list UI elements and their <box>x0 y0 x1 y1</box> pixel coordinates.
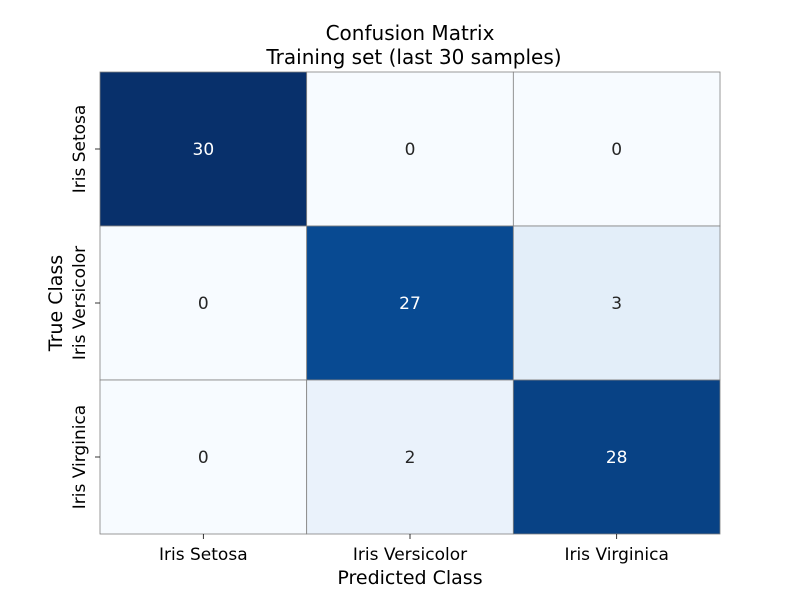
y-axis: Iris Setosa Iris Versicolor Iris Virginica <box>70 105 100 509</box>
chart-subtitle: Training set (last 30 samples) <box>265 45 561 69</box>
cell-value-label: 0 <box>198 294 209 314</box>
cell-value-label: 0 <box>198 448 209 468</box>
heatmap-cell <box>99 225 308 381</box>
cell-value-label: 3 <box>611 294 622 314</box>
x-tick-label: Iris Setosa <box>159 545 248 565</box>
cell-value-label: 0 <box>611 140 622 160</box>
x-tick-label: Iris Virginica <box>564 545 668 565</box>
heatmap-cell-labels: 30 0 00 27 30 2 28 <box>193 140 628 468</box>
cell-value-label: 28 <box>606 448 628 468</box>
x-tick-label: Iris Versicolor <box>353 545 467 565</box>
cell-value-label: 30 <box>193 140 215 160</box>
heatmap-cell <box>306 379 514 535</box>
y-tick-label: Iris Virginica <box>70 405 90 509</box>
heatmap-cell <box>306 225 514 381</box>
heatmap-cells <box>99 71 721 535</box>
y-axis-label: True Class <box>45 255 67 352</box>
y-tick-label: Iris Versicolor <box>70 246 90 360</box>
cell-value-label: 27 <box>399 294 421 314</box>
heatmap-cell <box>512 71 721 227</box>
y-tick-label: Iris Setosa <box>70 105 90 194</box>
x-axis-label: Predicted Class <box>337 567 482 589</box>
heatmap-cell <box>99 71 308 227</box>
cell-value-label: 2 <box>405 448 416 468</box>
heatmap-cell <box>306 71 514 227</box>
heatmap-cell <box>512 225 721 381</box>
cell-value-label: 0 <box>405 140 416 160</box>
heatmap-cell <box>99 379 308 535</box>
chart-title: Confusion Matrix <box>326 21 495 45</box>
x-axis: Iris Setosa Iris Versicolor Iris Virginica <box>159 534 669 565</box>
